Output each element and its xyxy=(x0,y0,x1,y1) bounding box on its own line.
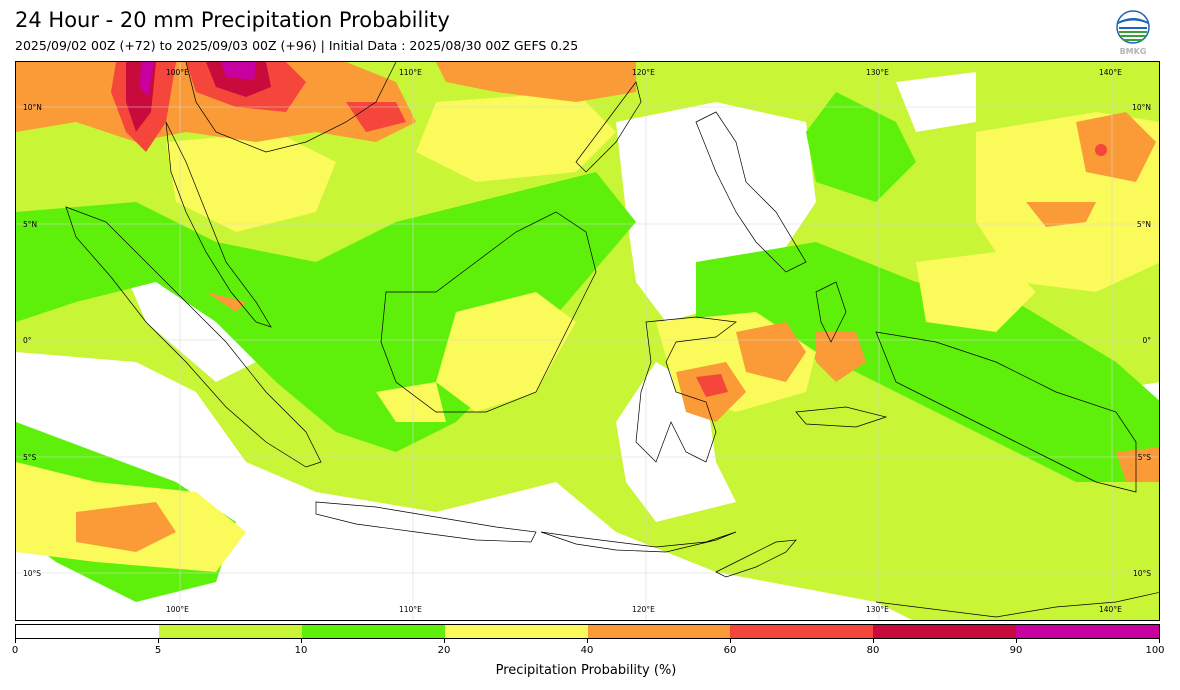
lon-label-bottom: 130°E xyxy=(866,605,889,614)
colorbar-tick-label: 0 xyxy=(11,645,19,656)
map-canvas xyxy=(16,62,1159,620)
colorbar-tick-label: 10 xyxy=(294,645,308,656)
svg-text:BMKG: BMKG xyxy=(1120,47,1147,56)
colorbar-segment xyxy=(587,625,731,638)
lat-label-left: 10°N xyxy=(23,103,42,112)
colorbar-segment xyxy=(16,625,159,638)
lon-label-top: 110°E xyxy=(399,68,422,77)
colorbar-tick xyxy=(301,639,302,643)
lat-label-right: 5°S xyxy=(1137,453,1151,462)
colorbar-tick xyxy=(1016,639,1017,643)
colorbar-tick xyxy=(444,639,445,643)
colorbar-tick-label: 80 xyxy=(866,645,880,656)
colorbar-tick xyxy=(730,639,731,643)
colorbar-title: Precipitation Probability (%) xyxy=(495,663,677,678)
colorbar-tick-label: 5 xyxy=(154,645,162,656)
colorbar-tick-label: 100 xyxy=(1145,645,1165,656)
lon-label-bottom: 120°E xyxy=(632,605,655,614)
lat-label-left: 10°S xyxy=(23,569,42,578)
map-title: 24 Hour - 20 mm Precipitation Probabilit… xyxy=(15,8,450,32)
colorbar xyxy=(15,624,1160,639)
lat-label-right: 10°S xyxy=(1132,569,1151,578)
lon-label-top: 140°E xyxy=(1099,68,1122,77)
colorbar-tick xyxy=(587,639,588,643)
lat-label-left: 0° xyxy=(23,336,32,345)
lat-label-right: 0° xyxy=(1142,336,1151,345)
colorbar-tick xyxy=(1159,639,1160,643)
colorbar-segment xyxy=(158,625,302,638)
colorbar-segment xyxy=(730,625,874,638)
colorbar-tick xyxy=(15,639,16,643)
colorbar-tick-label: 20 xyxy=(437,645,451,656)
colorbar-segment xyxy=(873,625,1017,638)
bmkg-logo: BMKG xyxy=(1114,10,1152,56)
colorbar-tick-label: 90 xyxy=(1009,645,1023,656)
precipitation-map[interactable]: 100°E 110°E 120°E 130°E 140°E 100°E 110°… xyxy=(15,61,1160,621)
colorbar-tick-label: 60 xyxy=(723,645,737,656)
lat-label-left: 5°N xyxy=(23,220,38,229)
colorbar-segment xyxy=(444,625,588,638)
lat-label-left: 5°S xyxy=(23,453,37,462)
colorbar-tick-label: 40 xyxy=(580,645,594,656)
colorbar-segment xyxy=(1016,625,1159,638)
colorbar-segment xyxy=(301,625,445,638)
colorbar-tick xyxy=(873,639,874,643)
lon-label-top: 130°E xyxy=(866,68,889,77)
lat-label-right: 10°N xyxy=(1132,103,1151,112)
lon-label-bottom: 100°E xyxy=(166,605,189,614)
lon-label-top: 120°E xyxy=(632,68,655,77)
lon-label-bottom: 110°E xyxy=(399,605,422,614)
lat-label-right: 5°N xyxy=(1136,220,1151,229)
map-subtitle: 2025/09/02 00Z (+72) to 2025/09/03 00Z (… xyxy=(15,38,579,53)
colorbar-tick xyxy=(158,639,159,643)
lon-label-bottom: 140°E xyxy=(1099,605,1122,614)
lon-label-top: 100°E xyxy=(166,68,189,77)
